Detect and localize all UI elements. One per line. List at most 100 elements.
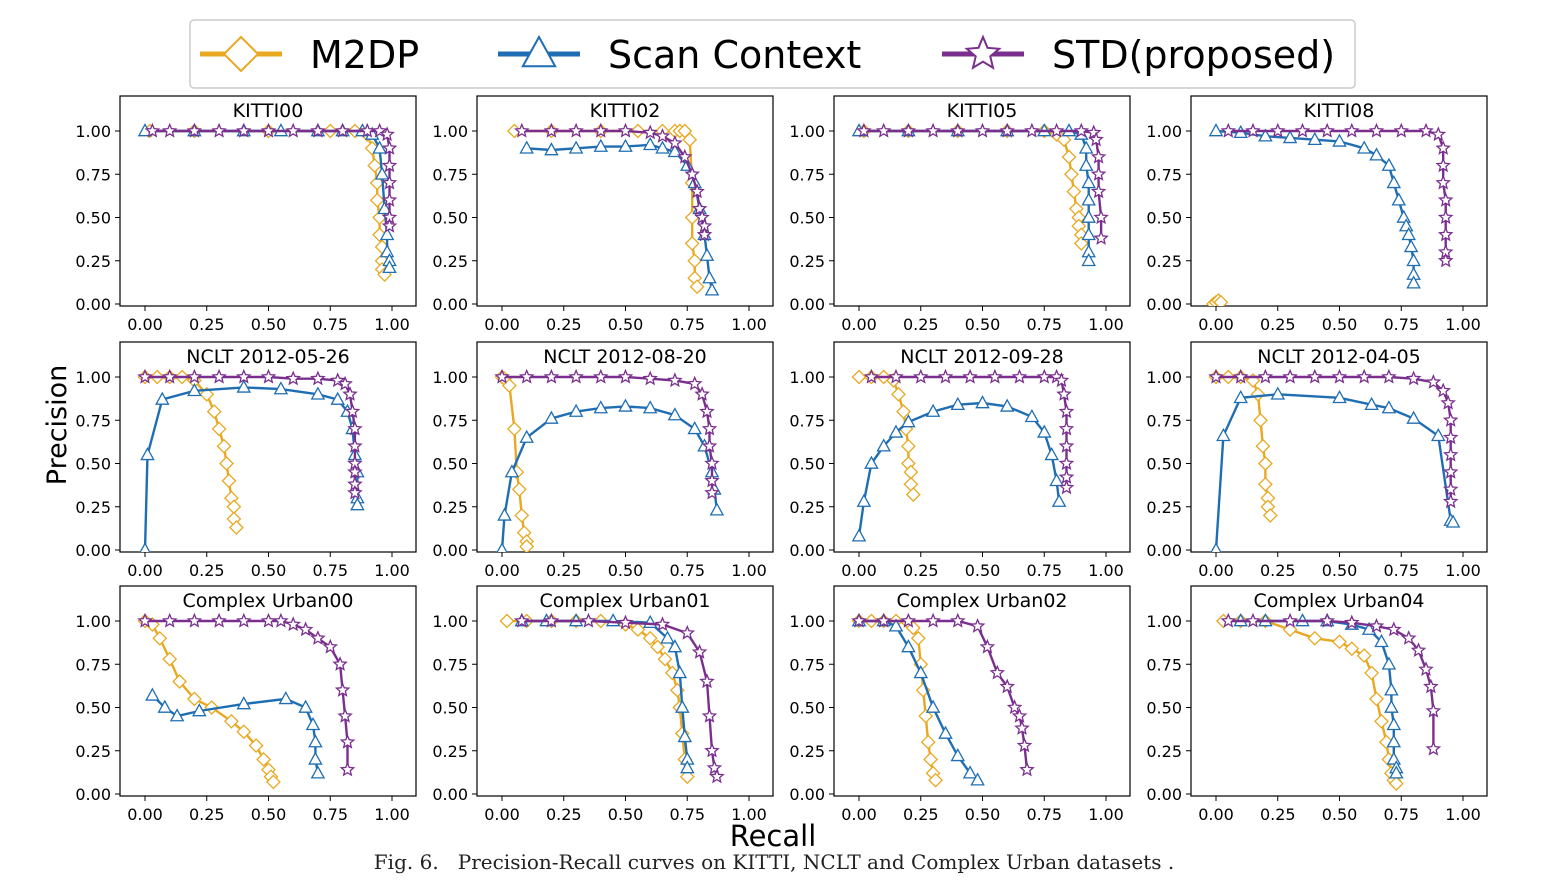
data-point [256, 751, 272, 767]
x-tick-label: 0.50 [608, 561, 644, 580]
series-line [859, 619, 979, 782]
data-point [155, 391, 170, 405]
data-point [1011, 368, 1028, 384]
data-point [273, 612, 289, 628]
data-point [372, 140, 387, 154]
data-point [273, 381, 289, 395]
y-tick-label: 0.50 [789, 455, 825, 474]
data-point [1262, 507, 1278, 523]
data-point [1216, 427, 1231, 442]
data-point [667, 143, 683, 158]
data-point [334, 122, 351, 138]
data-point [655, 140, 670, 154]
data-point [342, 386, 358, 401]
plot-area [137, 368, 365, 552]
y-tick-label: 0.75 [1146, 165, 1182, 184]
data-point [928, 772, 944, 788]
data-point [506, 421, 522, 437]
x-tick-label: 0.25 [189, 805, 225, 824]
data-point [677, 729, 693, 743]
data-point [381, 217, 398, 233]
data-point [1364, 665, 1380, 681]
legend-label: STD(proposed) [1052, 33, 1335, 77]
data-point [1066, 184, 1082, 200]
data-point [851, 369, 867, 385]
y-tick-label: 1.00 [789, 122, 825, 141]
data-point [1331, 368, 1348, 384]
data-point [1016, 737, 1033, 753]
data-point [1442, 412, 1459, 427]
data-point [1418, 661, 1434, 677]
data-point [970, 772, 985, 786]
data-point [864, 455, 879, 469]
data-point [1435, 157, 1451, 173]
y-tick-label: 1.00 [1146, 122, 1182, 141]
data-point [1307, 368, 1323, 384]
data-point [1093, 209, 1109, 225]
data-point [657, 651, 673, 667]
data-point [568, 368, 584, 384]
data-point [1024, 122, 1040, 138]
data-point [377, 200, 392, 215]
data-point [1442, 481, 1459, 497]
y-tick-label: 0.50 [432, 209, 468, 228]
data-point [1044, 447, 1059, 461]
x-tick-label: 0.25 [1260, 315, 1296, 334]
data-point [925, 122, 941, 138]
x-tick-label: 0.75 [1383, 805, 1419, 824]
data-point [330, 391, 345, 405]
data-point [381, 140, 398, 155]
y-tick-label: 0.50 [1146, 699, 1182, 718]
data-point [308, 734, 323, 748]
y-tick-label: 0.75 [1146, 655, 1182, 674]
data-point [344, 403, 361, 419]
data-point [1435, 140, 1451, 155]
data-point [519, 429, 534, 443]
data-point [310, 630, 326, 645]
data-point [211, 122, 227, 138]
data-point [1406, 410, 1421, 424]
series-star [851, 612, 1035, 777]
data-point [1090, 183, 1107, 199]
data-point [642, 136, 658, 151]
x-tick-label: 1.00 [731, 561, 767, 580]
data-point [1332, 133, 1347, 147]
data-point [1332, 634, 1347, 650]
data-point [140, 447, 155, 461]
data-point [918, 708, 934, 724]
x-tick-label: 0.50 [1322, 561, 1358, 580]
data-point [568, 403, 584, 417]
data-point [1093, 230, 1109, 245]
data-point [310, 386, 326, 400]
data-point [920, 734, 936, 750]
data-point [593, 138, 609, 152]
data-point [1369, 147, 1384, 161]
data-point [265, 774, 281, 790]
plot-area [1208, 368, 1461, 552]
data-point [618, 398, 633, 412]
data-point [1063, 166, 1079, 182]
data-point [1406, 252, 1421, 267]
data-point [1058, 403, 1075, 419]
data-point [1356, 368, 1372, 384]
y-tick-label: 1.00 [432, 368, 468, 387]
plot-area [506, 122, 720, 296]
shared-x-axis-label: Recall [730, 819, 817, 850]
data-point [1386, 716, 1402, 731]
data-point [900, 612, 917, 628]
subplot-4: KITTI08 0.00 0.25 0.50 0.75 1.00 0.00 0.25 0.50 0… [1146, 95, 1488, 334]
x-tick-label: 0.25 [546, 561, 582, 580]
series-star [1220, 122, 1454, 268]
data-point [1381, 656, 1397, 670]
x-tick-label: 0.25 [1260, 561, 1296, 580]
y-tick-label: 0.00 [432, 541, 468, 560]
data-point [679, 769, 695, 785]
data-point [1431, 427, 1446, 442]
x-tick-label: 0.00 [127, 805, 163, 824]
data-point [900, 122, 917, 138]
series-star [494, 368, 720, 500]
data-point [701, 707, 718, 723]
series-star [514, 612, 725, 784]
data-point [337, 375, 353, 391]
data-point [1381, 400, 1397, 414]
